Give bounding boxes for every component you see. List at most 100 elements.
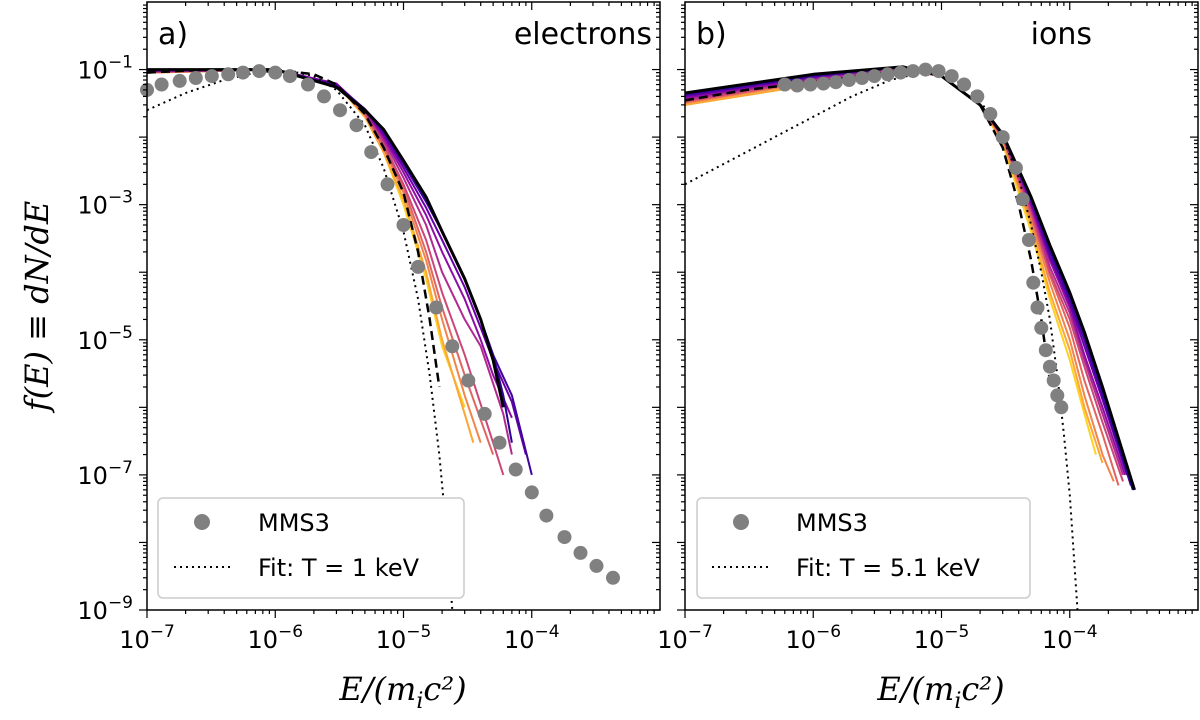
legend-label-mms3-a: MMS3: [258, 509, 330, 537]
x-tick-label: 10−4: [1042, 622, 1098, 654]
mms3-data-point: [1042, 359, 1057, 374]
mms3-data-point: [880, 67, 895, 82]
legend-b: MMS3 Fit: T = 5.1 keV: [696, 497, 1031, 599]
mms3-data-point: [317, 89, 331, 104]
mms3-data-point: [282, 69, 297, 84]
mms3-data-point: [154, 77, 169, 92]
x-tick-label: 10−6: [785, 622, 841, 654]
mms3-data-point: [349, 118, 364, 133]
fit-series-line: [146, 70, 454, 611]
x-tick-label: 10−5: [376, 622, 432, 654]
mms3-data-point: [1021, 233, 1036, 247]
mms3-data-point: [252, 64, 267, 79]
scatter-a: [140, 64, 620, 585]
mms3-data-point: [364, 145, 379, 160]
x-tick-label: 10−7: [119, 622, 175, 654]
mms3-data-point: [429, 300, 444, 315]
mms3-data-point: [573, 545, 588, 560]
mms3-data-point: [995, 130, 1010, 145]
mms3-data-point: [983, 107, 998, 121]
x-tick-label: 10−6: [247, 622, 303, 654]
x-axis-label-b: E/(mic²): [876, 670, 1004, 714]
mms3-data-point: [1030, 300, 1045, 315]
mms3-data-point: [411, 259, 426, 274]
x-tick-label: 10−5: [914, 622, 970, 654]
y-tick-label: 10−1: [77, 53, 133, 85]
mms3-data-point: [906, 64, 920, 79]
panel-label-a: a): [158, 17, 188, 52]
mms3-data-point: [333, 103, 347, 118]
mms3-data-point: [172, 73, 187, 88]
legend-marker-mms3-b: [733, 514, 749, 530]
mms3-data-point: [380, 177, 395, 192]
mms3-data-point: [918, 62, 933, 77]
mms3-data-point: [1008, 160, 1023, 175]
mms3-data-point: [1034, 320, 1049, 335]
mms3-data-point: [1050, 388, 1065, 403]
legend-a: MMS3 Fit: T = 1 keV: [157, 497, 465, 599]
panel-title-electrons: electrons: [514, 17, 652, 52]
mms3-data-point: [1046, 373, 1061, 388]
scatter-b: [777, 62, 1069, 415]
mms3-data-point: [445, 339, 460, 354]
mms3-data-point: [268, 65, 283, 80]
mms3-data-point: [557, 530, 572, 545]
mms3-data-point: [931, 64, 946, 79]
yticks-b: [677, 4, 1198, 611]
legend-marker-mms3-a: [194, 514, 210, 530]
xticks-a: 10−7 10−6 10−5 10−4: [119, 2, 655, 654]
mms3-data-point: [842, 73, 856, 87]
mms3-data-point: [539, 508, 554, 523]
mms3-data-point: [492, 435, 507, 450]
mms3-data-point: [204, 69, 219, 84]
legend-box-b: [696, 497, 1031, 599]
sim-lines-a: [146, 68, 533, 611]
panel-ions: 10−7 10−6 10−5 10−4 b) ions MMS3 Fit: T = 5…: [657, 1, 1199, 654]
legend-box-a: [157, 497, 465, 599]
y-tick-label: 10−9: [77, 593, 133, 625]
mms3-data-point: [777, 77, 792, 92]
panel-label-b: b): [696, 17, 727, 52]
mms3-data-point: [790, 78, 805, 93]
y-tick-label: 10−3: [77, 188, 133, 220]
mms3-data-point: [867, 69, 882, 84]
mms3-data-point: [1026, 275, 1041, 290]
mms3-data-point: [589, 558, 604, 573]
mms3-data-point: [221, 67, 236, 82]
x-axis-label-a: E/(mic²): [338, 670, 466, 714]
y-tick-label: 10−5: [77, 323, 133, 355]
y-tick-label: 10−7: [77, 458, 133, 490]
mms3-data-point: [957, 77, 972, 92]
mms3-data-point: [236, 65, 250, 80]
xticks-b: 10−7 10−6 10−5 10−4: [657, 2, 1193, 654]
mms3-data-point: [816, 76, 831, 91]
panel-electrons: 10−7 10−6 10−5 10−4 10−910−710−510−310−1 a)…: [77, 1, 661, 654]
mms3-data-point: [828, 75, 843, 90]
x-tick-label: 10−7: [657, 622, 713, 654]
sim-series-line: [147, 68, 505, 408]
mms3-data-point: [803, 77, 818, 92]
mms3-data-point: [301, 77, 315, 92]
mms3-data-point: [1038, 343, 1053, 358]
mms3-data-point: [524, 485, 539, 500]
mms3-data-point: [461, 373, 476, 388]
mms3-data-point: [477, 406, 492, 421]
mms3-data-point: [188, 71, 203, 85]
mms3-data-point: [944, 69, 959, 84]
mms3-data-point: [893, 65, 908, 80]
legend-label-fit-b: Fit: T = 5.1 keV: [796, 554, 980, 582]
legend-label-mms3-b: MMS3: [796, 509, 868, 537]
yticks-a: 10−9 10−7 10−5 10−3 10−1: [77, 4, 660, 625]
mms3-data-point: [606, 570, 620, 585]
mms3-data-point: [1015, 192, 1030, 207]
mms3-data-point: [1054, 400, 1069, 415]
panel-title-ions: ions: [1031, 17, 1092, 52]
mms3-data-point: [508, 462, 523, 477]
legend-label-fit-a: Fit: T = 1 keV: [258, 554, 420, 582]
mms3-data-point: [855, 71, 869, 85]
x-tick-label: 10−4: [504, 622, 560, 654]
mms3-data-point: [970, 89, 985, 104]
mms3-data-point: [396, 218, 411, 232]
y-axis-label: f(E) ≡ dN/dE: [18, 201, 56, 413]
